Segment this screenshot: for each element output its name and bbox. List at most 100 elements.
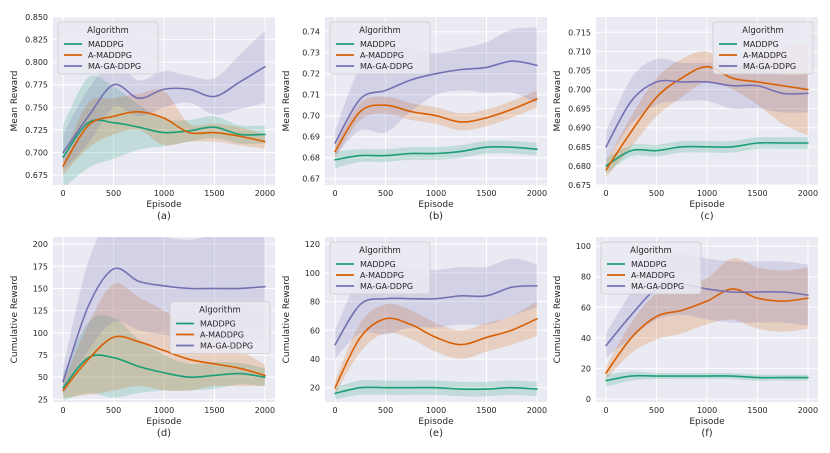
x-tick-label: 500: [649, 189, 664, 198]
x-tick-label: 500: [378, 189, 393, 198]
confidence-band-maddpg: [63, 75, 265, 185]
y-tick-label: 0: [586, 395, 591, 404]
legend-box: [169, 301, 271, 354]
legend-entry: MADDPG: [360, 40, 396, 49]
x-tick-label: 1000: [154, 189, 174, 198]
subplot-3: 0.675 0.680 0.685 0.690 0.695 0.700 0.705 0.710…: [553, 17, 818, 222]
series-line-a-maddpg: [62, 335, 266, 392]
legend-entry: A-MADDPG: [200, 331, 244, 340]
y-tick-label: 0.68: [302, 154, 320, 163]
legend-title: Algorithm: [742, 26, 784, 36]
series-line-maddpg: [334, 386, 538, 395]
y-axis-label: Mean Reward: [10, 71, 20, 132]
series-line-ma-ga-ddpg: [62, 267, 266, 383]
series-line-ma-ga-ddpg: [62, 65, 266, 154]
y-tick-label: 0.675: [568, 181, 591, 190]
confidence-band-maddpg: [606, 136, 808, 174]
legend: Algorithm MADDPG A-MADDPG MA-GA-DDPG: [329, 21, 431, 75]
subplot-caption: (b): [429, 211, 443, 222]
legend-entry: A-MADDPG: [743, 51, 787, 60]
x-tick-label: 1000: [426, 406, 446, 415]
x-tick-label: 2000: [255, 406, 275, 415]
x-tick-label: 0: [604, 406, 609, 415]
x-tick-label: 1500: [747, 189, 767, 198]
x-tick-label: 2000: [798, 406, 818, 415]
subplot-caption: (f): [701, 428, 712, 439]
legend-entry: A-MADDPG: [88, 51, 132, 60]
x-tick-label: 2000: [527, 189, 547, 198]
subplot-caption: (d): [157, 428, 171, 439]
legend-entry: MA-GA-DDPG: [200, 342, 253, 351]
legend-entry: MADDPG: [360, 260, 396, 269]
legend-box: [329, 241, 431, 295]
x-tick-label: 1000: [697, 189, 717, 198]
x-axis-label: Episode: [689, 417, 725, 427]
legend-entry: A-MADDPG: [631, 271, 675, 280]
y-tick-label: 0.700: [568, 86, 591, 95]
legend-entry: A-MADDPG: [360, 271, 404, 280]
confidence-band-ma-ga-ddpg: [63, 237, 265, 395]
y-tick-label: 40: [581, 334, 591, 343]
legend-entry: MADDPG: [200, 320, 236, 329]
y-tick-label: 0.775: [25, 81, 48, 90]
confidence-band-ma-ga-ddpg: [606, 58, 808, 163]
x-tick-label: 0: [604, 189, 609, 198]
y-tick-label: 0.700: [25, 148, 48, 157]
y-tick-label: 100: [33, 329, 48, 338]
legend-box: [57, 21, 159, 75]
x-tick-label: 500: [649, 406, 664, 415]
y-tick-label: 200: [33, 240, 48, 249]
y-tick-label: 100: [576, 242, 591, 251]
y-tick-label: 0.680: [568, 162, 591, 171]
series-line-a-maddpg: [334, 317, 538, 389]
y-tick-label: 175: [33, 262, 48, 271]
y-tick-label: 40: [310, 355, 320, 364]
subplot-5: 20 40 60 80 100 120 0 500 1000 1500 2000 Episode Cum…: [282, 237, 547, 439]
x-tick-label: 1000: [426, 189, 446, 198]
subplot-caption: (a): [157, 211, 171, 222]
y-tick-label: 0.850: [25, 13, 48, 22]
x-tick-label: 1500: [204, 189, 224, 198]
subplot-1: 0.675 0.700 0.725 0.750 0.775 0.800 0.825 0.850…: [10, 13, 275, 222]
confidence-band-a-maddpg: [335, 90, 537, 158]
series-line-ma-ga-ddpg: [605, 283, 809, 347]
confidence-band-a-maddpg: [606, 43, 808, 178]
x-axis-label: Episode: [146, 200, 182, 210]
series-line-a-maddpg: [605, 288, 809, 374]
subplot-2: 0.67 0.68 0.69 0.70 0.71 0.72 0.73 0.74 0 500 1000…: [282, 17, 547, 222]
legend-title: Algorithm: [630, 246, 672, 256]
y-tick-label: 0.800: [25, 58, 48, 67]
x-tick-label: 1500: [476, 189, 496, 198]
y-tick-label: 0.70: [302, 112, 320, 121]
y-tick-label: 0.710: [568, 47, 591, 56]
y-tick-label: 80: [581, 273, 591, 282]
x-tick-label: 0: [333, 406, 338, 415]
series-line-maddpg: [334, 146, 538, 161]
legend: Algorithm MADDPG A-MADDPG MA-GA-DDPG: [600, 241, 702, 295]
series-line-a-maddpg: [334, 98, 538, 153]
y-tick-label: 20: [581, 364, 591, 373]
x-tick-label: 500: [106, 406, 121, 415]
x-tick-label: 2000: [255, 189, 275, 198]
y-tick-label: 0.695: [568, 105, 591, 114]
x-tick-label: 500: [378, 406, 393, 415]
series-line-ma-ga-ddpg: [605, 79, 809, 148]
x-axis-label: Episode: [146, 417, 182, 427]
legend-title: Algorithm: [199, 306, 241, 316]
y-tick-label: 0.725: [25, 126, 48, 135]
y-axis-label: Mean Reward: [553, 71, 563, 132]
series-line-a-maddpg: [62, 111, 266, 167]
legend-title: Algorithm: [359, 26, 401, 36]
x-tick-label: 0: [61, 189, 66, 198]
legend: Algorithm MADDPG A-MADDPG MA-GA-DDPG: [712, 21, 814, 75]
y-tick-label: 0.705: [568, 66, 591, 75]
legend-entry: MADDPG: [631, 260, 667, 269]
y-tick-label: 120: [305, 240, 320, 249]
y-tick-label: 0.74: [302, 28, 320, 37]
legend-entry: MADDPG: [88, 40, 124, 49]
legend: Algorithm MADDPG A-MADDPG MA-GA-DDPG: [57, 21, 159, 75]
y-tick-label: 0.685: [568, 143, 591, 152]
y-tick-label: 0.67: [302, 175, 320, 184]
